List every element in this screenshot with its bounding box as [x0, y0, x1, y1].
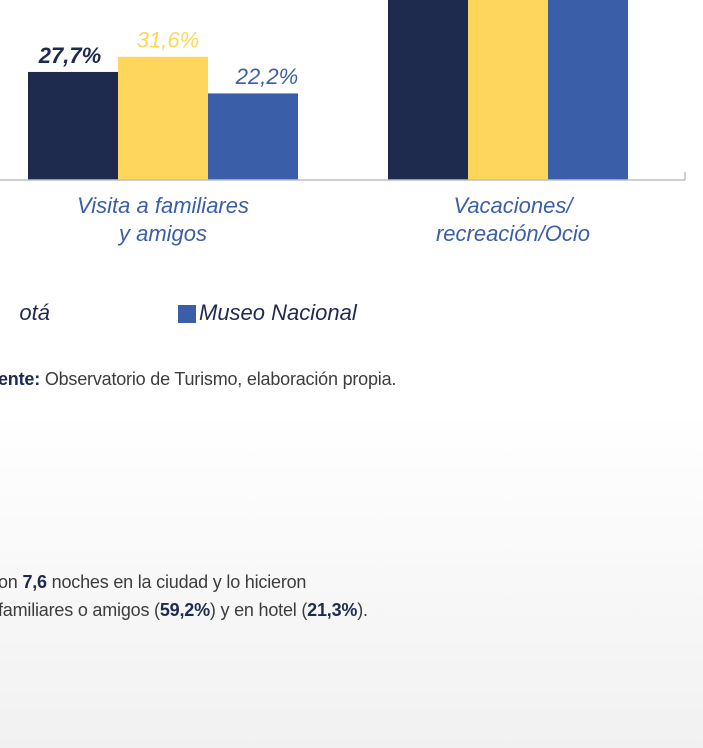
source-label: ente:: [0, 369, 41, 389]
legend-swatch: [178, 305, 196, 323]
bold-run: 7,6: [22, 572, 47, 592]
bar: [118, 56, 208, 181]
text-run: ).: [357, 600, 368, 620]
paragraph-line: on 7,6 noches en la ciudad y lo hicieron: [0, 568, 368, 596]
bar: [208, 93, 298, 180]
paragraph: on 7,6 noches en la ciudad y lo hicieron…: [0, 568, 368, 624]
x-tick-label: Vacaciones/: [453, 193, 574, 218]
paragraph-line: familiares o amigos (59,2%) y en hotel (…: [0, 596, 368, 624]
bar: [28, 71, 118, 180]
x-tick-label: y amigos: [117, 221, 207, 246]
bold-run: 59,2%: [159, 600, 210, 620]
text-run: ) y en hotel (: [209, 600, 308, 620]
bar: [468, 0, 548, 180]
source-note: ente: Observatorio de Turismo, elaboraci…: [0, 369, 396, 390]
x-tick-label: Visita a familiares: [77, 193, 249, 218]
text-run: noches en la ciudad y lo hicieron: [46, 572, 307, 592]
value-label: 27,7%: [38, 43, 101, 68]
x-tick-label: recreación/Ocio: [436, 221, 590, 246]
bar: [388, 0, 468, 181]
source-text: Observatorio de Turismo, elaboración pro…: [40, 369, 397, 389]
text-run: on: [0, 572, 23, 592]
value-label: 31,6%: [137, 28, 199, 53]
bar: [548, 0, 628, 180]
bold-run: 21,3%: [307, 600, 358, 620]
legend-label: otá: [19, 300, 50, 325]
text-run: familiares o amigos (: [0, 600, 160, 620]
chart: 27,7% 31,6% 22,2% Visita a familiares y amig…: [0, 0, 686, 325]
value-label: 22,2%: [235, 64, 298, 89]
legend-label: Museo Nacional: [199, 300, 358, 325]
